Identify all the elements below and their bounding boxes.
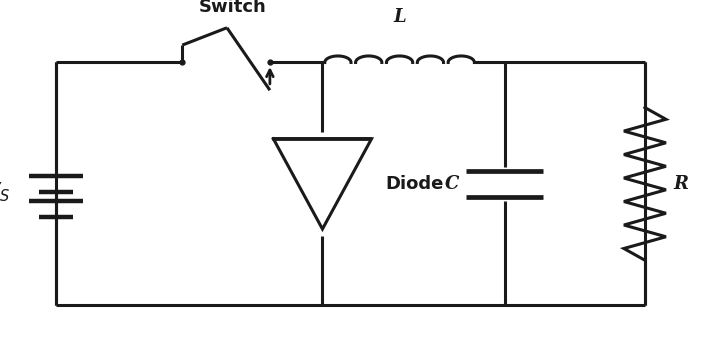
Text: $V_S$: $V_S$ [0, 180, 11, 204]
Text: Switch: Switch [199, 0, 267, 16]
Text: C: C [444, 175, 459, 193]
Text: R: R [673, 175, 688, 193]
Text: Diode: Diode [386, 175, 444, 193]
Text: L: L [393, 8, 406, 26]
